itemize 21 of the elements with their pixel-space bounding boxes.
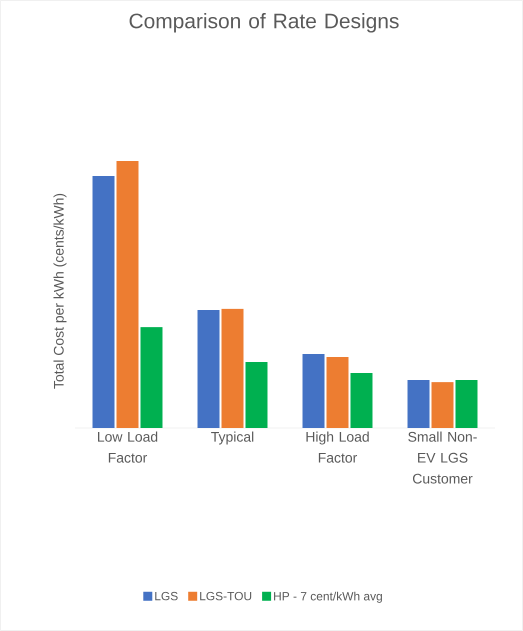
- bar: [140, 327, 162, 428]
- bar: [432, 382, 454, 428]
- bar: [350, 373, 372, 428]
- bar: [116, 161, 138, 428]
- y-axis-title: Total Cost per kWh (cents/kWh): [53, 194, 66, 389]
- x-tick-label: Low Load Factor: [98, 432, 158, 463]
- bar: [302, 354, 325, 428]
- bar: [326, 356, 348, 428]
- chart-title: Comparison of Rate Designs: [130, 13, 399, 33]
- legend-label: HP - 7 cent/kWh avg: [274, 592, 382, 603]
- bar: [455, 380, 478, 428]
- bar: [198, 310, 220, 428]
- legend-label: LGS: [155, 592, 178, 600]
- bar: [245, 362, 268, 428]
- bar: [92, 176, 115, 428]
- legend-label: LGS-TOU: [200, 592, 252, 600]
- x-tick-label: High Load Factor: [306, 432, 369, 463]
- x-tick-label: Typical: [211, 432, 254, 445]
- bar: [222, 308, 244, 428]
- x-tick-label: Small Non-EV LGS Customer: [408, 432, 477, 484]
- bar: [408, 380, 430, 428]
